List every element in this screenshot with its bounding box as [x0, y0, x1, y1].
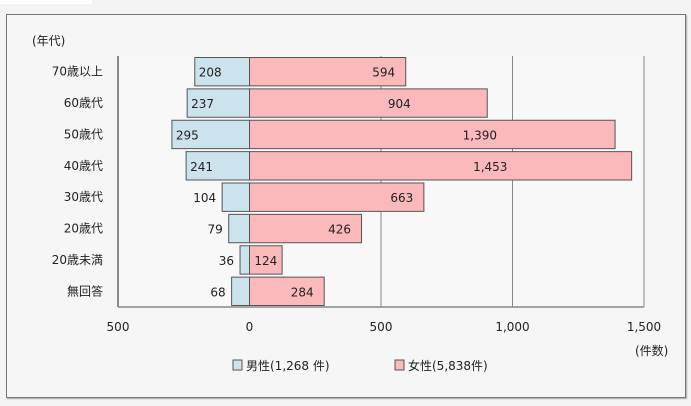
female-data-label: 284	[291, 285, 314, 299]
x-tick-label: 1,500	[627, 320, 661, 334]
top-strip	[0, 0, 92, 4]
category-label: 30歳代	[64, 190, 103, 204]
male-bar	[239, 245, 250, 275]
category-label: 無回答	[67, 283, 103, 298]
category-label: 70歳以上	[52, 65, 103, 79]
male-bar	[228, 213, 251, 244]
male-data-label: 104	[193, 191, 216, 205]
x-tick-label: 1,000	[495, 320, 529, 334]
y-axis-title: (年代)	[32, 34, 65, 48]
legend-swatch	[394, 359, 405, 371]
male-data-label: 241	[190, 160, 213, 174]
legend-label: 男性(1,268 件)	[246, 359, 330, 373]
male-data-label: 79	[207, 223, 222, 237]
female-bar	[249, 276, 325, 306]
male-bar	[231, 276, 250, 306]
female-bar	[249, 151, 633, 181]
female-data-label: 1,453	[473, 160, 507, 174]
female-data-label: 594	[372, 66, 395, 80]
x-tick-label: 500	[107, 320, 130, 334]
male-data-label: 36	[219, 254, 234, 268]
female-bar	[249, 213, 363, 244]
x-tick-label: 500	[370, 320, 393, 334]
male-bar	[221, 182, 250, 212]
category-label: 20歳代	[64, 222, 103, 236]
category-label: 20歳未満	[52, 253, 103, 267]
male-data-label: 237	[191, 97, 214, 111]
female-bar	[249, 57, 407, 87]
male-data-label: 295	[176, 128, 199, 142]
female-data-label: 1,390	[463, 128, 497, 142]
female-bar	[249, 119, 616, 150]
male-data-label: 208	[199, 66, 222, 80]
female-data-label: 663	[390, 191, 413, 205]
x-axis-unit: (件数)	[635, 343, 668, 358]
female-data-label: 904	[388, 97, 411, 111]
category-label: 50歳代	[64, 127, 103, 141]
category-label: 40歳代	[64, 159, 103, 173]
female-bar	[249, 88, 488, 118]
legend-label: 女性(5,838件)	[408, 358, 488, 373]
legend-swatch	[232, 359, 243, 371]
male-bar	[194, 57, 251, 87]
category-label: 60歳代	[64, 96, 103, 110]
male-bar	[171, 119, 250, 150]
female-data-label: 124	[254, 254, 277, 268]
female-bar	[249, 245, 283, 275]
female-bar	[249, 182, 425, 212]
x-tick-label: 0	[246, 320, 254, 334]
female-data-label: 426	[328, 223, 351, 237]
male-data-label: 68	[210, 285, 225, 299]
